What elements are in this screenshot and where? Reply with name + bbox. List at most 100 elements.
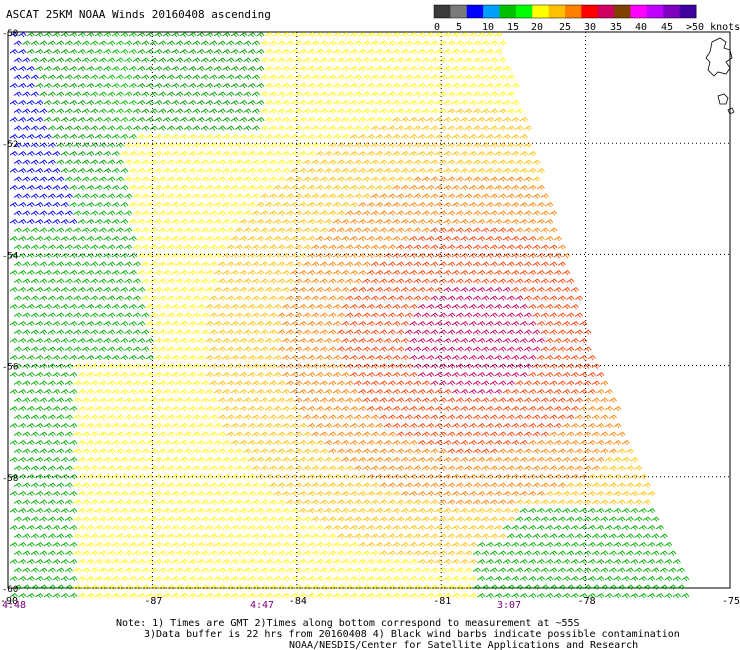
- wind-barb: [596, 524, 605, 531]
- wind-barb: [239, 371, 248, 378]
- wind-barb: [226, 516, 235, 522]
- wind-barb: [179, 82, 188, 89]
- wind-barb: [409, 218, 418, 225]
- wind-barb: [400, 354, 409, 361]
- wind-barb: [137, 252, 146, 259]
- wind-barb: [498, 380, 507, 386]
- wind-barb: [341, 337, 350, 344]
- wind-barb: [417, 48, 426, 55]
- wind-barb: [515, 278, 524, 284]
- wind-barb: [383, 405, 392, 412]
- wind-barb: [324, 235, 333, 242]
- wind-barb: [209, 159, 218, 165]
- latitude-tick-label: -58: [2, 474, 18, 484]
- colorbar: 0 5 10 15 20 25 30 35 40 45 >50 knots: [433, 4, 740, 33]
- wind-barb: [413, 125, 422, 131]
- wind-barb: [268, 57, 277, 63]
- wind-barb: [260, 380, 269, 386]
- wind-barb: [502, 337, 511, 344]
- wind-barb: [319, 482, 328, 488]
- wind-barb: [166, 465, 175, 471]
- wind-barb: [9, 541, 18, 548]
- wind-barb: [638, 558, 647, 565]
- wind-barb: [145, 371, 154, 378]
- wind-barb: [230, 48, 239, 55]
- wind-barb: [264, 524, 273, 531]
- wind-barb: [39, 142, 48, 148]
- wind-barb: [302, 159, 311, 165]
- wind-barb: [574, 482, 583, 488]
- wind-barb: [460, 524, 469, 531]
- wind-barb: [196, 167, 205, 174]
- wind-barb: [145, 558, 154, 565]
- wind-barb: [409, 167, 418, 174]
- wind-barb: [417, 65, 426, 72]
- wind-barb: [324, 422, 333, 429]
- wind-barb: [162, 82, 171, 89]
- wind-barb: [336, 533, 345, 539]
- wind-barb: [132, 380, 141, 386]
- wind-barb: [413, 40, 422, 46]
- wind-barb: [489, 414, 498, 420]
- wind-barb: [268, 448, 277, 454]
- wind-barb: [175, 516, 184, 522]
- wind-barb: [502, 354, 511, 361]
- wind-barb: [166, 193, 175, 199]
- wind-barb: [438, 278, 447, 284]
- wind-barb: [132, 346, 141, 352]
- wind-barb: [256, 507, 265, 514]
- wind-barb: [392, 65, 401, 72]
- wind-barb: [562, 422, 571, 429]
- wind-barb: [392, 541, 401, 548]
- wind-barb: [477, 439, 486, 446]
- wind-barb: [502, 524, 511, 531]
- wind-barb: [285, 74, 294, 80]
- wind-barb: [315, 473, 324, 480]
- wind-barb: [171, 388, 180, 395]
- wind-barb: [375, 31, 384, 38]
- wind-barb: [417, 320, 426, 327]
- wind-barb: [506, 244, 515, 250]
- wind-barb: [213, 405, 222, 412]
- wind-barb: [268, 244, 277, 250]
- wind-barb: [217, 261, 226, 267]
- wind-barb: [489, 482, 498, 488]
- wind-barb: [73, 550, 82, 556]
- wind-barb: [392, 388, 401, 395]
- wind-barb: [183, 363, 192, 369]
- wind-barb: [247, 371, 256, 378]
- wind-barb: [247, 354, 256, 361]
- wind-barb: [460, 541, 469, 548]
- wind-barb: [485, 575, 494, 582]
- wind-barb: [502, 82, 511, 89]
- wind-barb: [468, 354, 477, 361]
- wind-barb: [43, 252, 52, 259]
- wind-barb: [298, 507, 307, 514]
- wind-barb: [447, 91, 456, 97]
- wind-barb: [328, 91, 337, 97]
- wind-barb: [183, 414, 192, 420]
- wind-barb: [60, 439, 69, 446]
- wind-barb: [268, 567, 277, 573]
- wind-barb: [392, 31, 401, 38]
- wind-barb: [421, 261, 430, 267]
- wind-barb: [171, 133, 180, 140]
- wind-barb: [579, 439, 588, 446]
- wind-barb: [120, 575, 129, 582]
- wind-barb: [409, 235, 418, 242]
- wind-barb: [90, 431, 99, 437]
- wind-barb: [251, 227, 260, 233]
- wind-barb: [90, 312, 99, 318]
- wind-barb: [502, 184, 511, 191]
- wind-barb: [9, 167, 18, 174]
- wind-barb: [128, 303, 137, 310]
- wind-barb: [183, 295, 192, 301]
- wind-barb: [324, 252, 333, 259]
- wind-barb: [545, 388, 554, 395]
- wind-barb: [47, 261, 56, 267]
- wind-barb: [196, 48, 205, 55]
- wind-barb: [353, 176, 362, 182]
- wind-barb: [562, 456, 571, 463]
- wind-barb: [447, 329, 456, 335]
- wind-barb: [137, 133, 146, 140]
